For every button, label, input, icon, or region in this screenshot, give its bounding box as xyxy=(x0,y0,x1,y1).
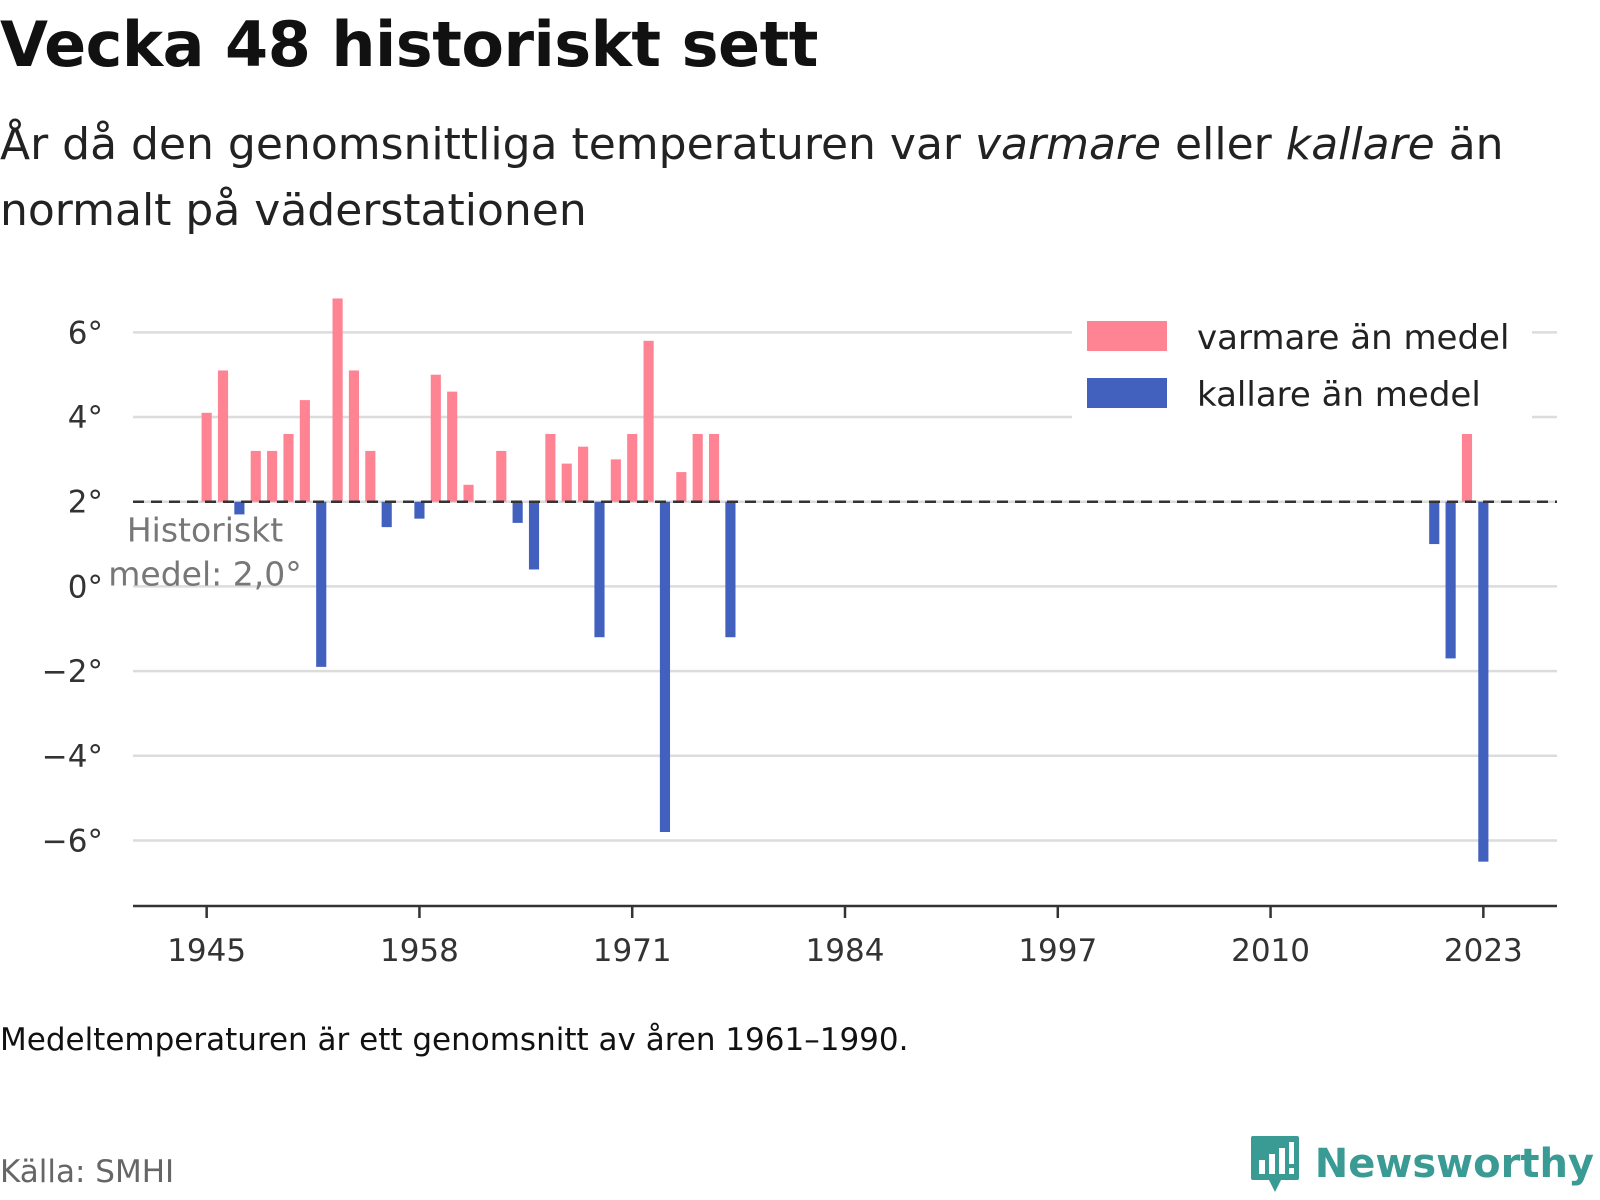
bar-2022 xyxy=(1461,433,1473,502)
y-axis-tick-labels: −6° −4° −2° 0° 2° 4° 6° xyxy=(42,315,103,859)
bar-1946 xyxy=(217,370,229,502)
subtitle-part-2: eller xyxy=(1161,119,1286,170)
page-subtitle: År då den genomsnittliga temperaturen va… xyxy=(0,112,1560,244)
bar-1963 xyxy=(496,450,507,502)
legend-label-cold: kallare än medel xyxy=(1197,375,1481,415)
x-tick-label: 1945 xyxy=(167,933,246,969)
bar-1974 xyxy=(676,472,687,502)
bar-1968 xyxy=(578,446,589,502)
bar-1959 xyxy=(430,374,441,502)
legend: varmare än medel kallare än medel xyxy=(1072,312,1532,432)
y-tick-label: −6° xyxy=(42,823,103,859)
historical-mean-label-line-2: medel: 2,0° xyxy=(108,555,301,594)
bar-1954 xyxy=(348,370,360,502)
bar-1945 xyxy=(201,412,212,502)
x-tick-label: 1984 xyxy=(806,933,885,969)
newsworthy-logo-icon xyxy=(1250,1136,1299,1192)
source-credit: Källa: SMHI xyxy=(0,1154,175,1190)
legend-swatch-cold xyxy=(1087,378,1167,408)
bar-2023 xyxy=(1478,501,1489,862)
x-tick-label: 1997 xyxy=(1018,933,1097,969)
temperature-bar-chart: −6° −4° −2° 0° 2° 4° 6° Historiskt medel: 2,0°… xyxy=(42,298,1557,969)
y-tick-label: 6° xyxy=(68,315,103,351)
historical-mean-label: Historiskt medel: 2,0° xyxy=(108,511,301,594)
bar-1958 xyxy=(414,501,425,519)
bar-1947 xyxy=(234,501,245,515)
bar-1949 xyxy=(267,450,278,502)
y-tick-label: 2° xyxy=(68,485,103,521)
bar-1952 xyxy=(316,501,327,667)
y-tick-label: −2° xyxy=(42,654,103,690)
bar-1976 xyxy=(708,433,720,502)
bar-1973 xyxy=(659,501,671,833)
bar-1967 xyxy=(561,463,572,502)
bar-1972 xyxy=(643,340,654,502)
subtitle-emphasis-colder: kallare xyxy=(1285,119,1435,170)
bar-1951 xyxy=(299,400,310,502)
page-title: Vecka 48 historiskt sett xyxy=(0,8,818,81)
bar-1965 xyxy=(528,501,540,570)
bar-1953 xyxy=(332,298,343,502)
legend-swatch-warm xyxy=(1087,321,1167,351)
bar-1955 xyxy=(365,450,376,502)
bar-1969 xyxy=(594,501,605,638)
legend-label-warm: varmare än medel xyxy=(1197,318,1509,358)
bar-1960 xyxy=(447,391,458,502)
x-tick-label: 1958 xyxy=(380,933,459,969)
bars xyxy=(201,298,1489,862)
brand-logo: Newsworthy xyxy=(1249,1134,1594,1194)
subtitle-part-3: än normalt på väderstationen xyxy=(0,119,1504,236)
bar-1964 xyxy=(512,501,523,523)
bar-1977 xyxy=(725,501,736,638)
y-tick-label: −4° xyxy=(42,739,103,775)
x-axis-ticks: 1945 1958 1971 1984 1997 2010 2023 xyxy=(167,906,1523,969)
bar-1970 xyxy=(610,459,621,502)
y-tick-label: 0° xyxy=(68,569,103,605)
y-tick-label: 4° xyxy=(68,400,103,436)
bar-2020 xyxy=(1429,501,1440,545)
bar-1956 xyxy=(381,501,392,528)
bar-1966 xyxy=(545,433,556,502)
footnote: Medeltemperaturen är ett genomsnitt av å… xyxy=(0,1022,909,1058)
subtitle-emphasis-warmer: varmare xyxy=(974,119,1162,170)
x-tick-label: 2010 xyxy=(1231,933,1310,969)
x-tick-label: 1971 xyxy=(593,933,672,969)
bar-1948 xyxy=(250,450,261,502)
historical-mean-label-line-1: Historiskt xyxy=(127,511,283,550)
subtitle-part-1: År då den genomsnittliga temperaturen va… xyxy=(0,119,975,170)
bar-1971 xyxy=(627,433,638,502)
bar-1975 xyxy=(692,433,703,502)
brand-name: Newsworthy xyxy=(1314,1141,1594,1187)
bar-1950 xyxy=(283,433,294,502)
x-tick-label: 2023 xyxy=(1444,933,1523,969)
bar-1961 xyxy=(463,484,474,502)
bar-2021 xyxy=(1445,501,1456,659)
